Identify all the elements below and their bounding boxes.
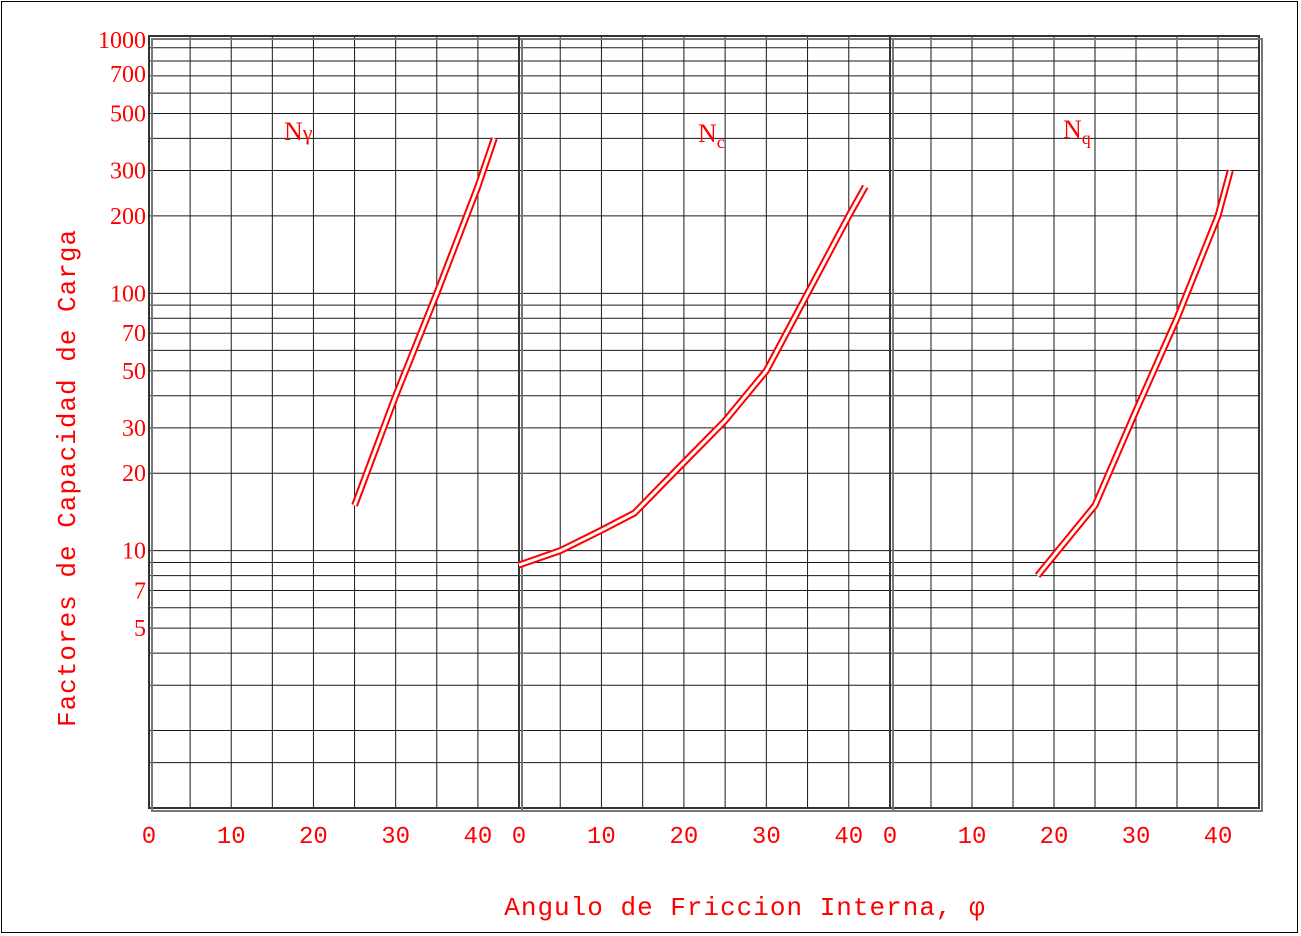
x-tick-label: 40: [1204, 824, 1233, 851]
y-tick-label: 1000: [98, 28, 146, 54]
y-tick-label: 5: [134, 616, 146, 642]
panel-frames: [148, 35, 1263, 812]
panel-frame-shadow: [892, 38, 1263, 812]
y-tick-label: 20: [122, 461, 146, 487]
y-tick-label: 7: [134, 579, 146, 605]
x-tick-label: 0: [883, 824, 897, 851]
y-tick-labels: 1000 700 500 300 200 100 70 50 30 20 10 7 5: [98, 28, 146, 642]
x-tick-label: 20: [1040, 824, 1069, 851]
curve-layer: [351, 137, 1234, 578]
x-tick-label: 20: [669, 824, 698, 851]
y-tick-label: 30: [122, 416, 146, 442]
x-tick-label: 10: [217, 824, 246, 851]
y-tick-label: 200: [110, 204, 146, 230]
grid-layer: [149, 35, 1259, 809]
y-tick-label: 700: [110, 62, 146, 88]
panel-frame: [148, 35, 520, 809]
panel-labels: Nγ Nc Nq: [284, 115, 1091, 152]
y-tick-label: 10: [122, 539, 146, 565]
panel-frame-shadow: [521, 38, 894, 812]
x-tick-label: 20: [299, 824, 328, 851]
panel-label: Nq: [1063, 115, 1091, 148]
x-axis-title: Angulo de Friccion Interna, φ: [504, 893, 985, 923]
x-tick-label: 40: [463, 824, 492, 851]
y-axis-title: Factores de Capacidad de Carga: [53, 229, 83, 727]
y-tick-label: 500: [110, 101, 146, 127]
y-tick-label: 100: [110, 281, 146, 307]
x-tick-label: 40: [834, 824, 863, 851]
x-tick-label: 30: [752, 824, 781, 851]
y-tick-label: 70: [122, 321, 146, 347]
x-tick-label: 10: [958, 824, 987, 851]
panel-frame-shadow: [151, 38, 523, 812]
x-tick-label: 0: [512, 824, 526, 851]
panel-label: Nc: [698, 119, 725, 152]
series-line-inner: [353, 137, 496, 506]
panel-label: Nγ: [284, 117, 313, 146]
x-tick-labels: 0 10 20 30 40 0 10 20 30 40 0 10 20 30 40: [142, 824, 1233, 851]
x-tick-label: 30: [1122, 824, 1151, 851]
y-tick-label: 50: [122, 359, 146, 385]
y-tick-label: 300: [110, 159, 146, 185]
series-line-inner: [1036, 170, 1232, 577]
panel-frame: [889, 35, 1260, 809]
x-tick-label: 30: [381, 824, 410, 851]
x-tick-label: 10: [587, 824, 616, 851]
x-tick-label: 0: [142, 824, 156, 851]
panel-frame: [518, 35, 891, 809]
series-line-outer: [1034, 169, 1234, 578]
series-line-inner: [518, 185, 867, 567]
series-line-outer: [517, 184, 869, 569]
